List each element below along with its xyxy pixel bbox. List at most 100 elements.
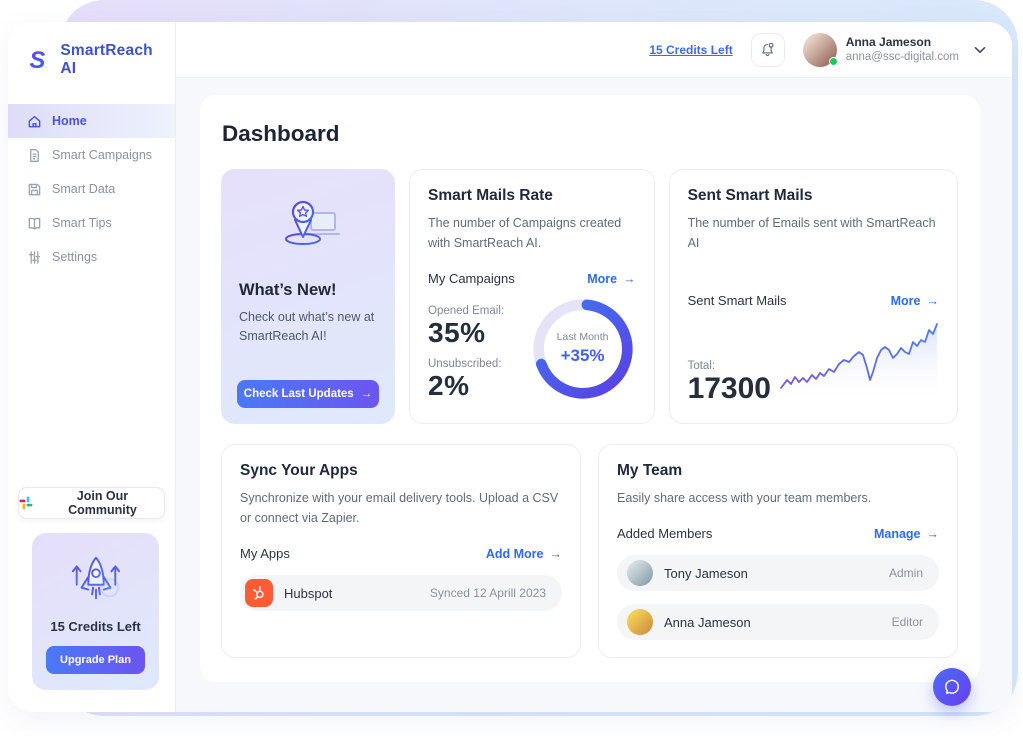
added-members-label: Added Members [617, 526, 713, 541]
member-avatar [627, 609, 653, 635]
sent-mails-more-link[interactable]: More → [891, 294, 939, 308]
chat-fab-button[interactable] [933, 668, 971, 706]
arrow-right-icon: → [926, 526, 940, 541]
app-synced-date: Synced 12 Aprill 2023 [429, 586, 546, 600]
page-title: Dashboard [222, 121, 340, 146]
member-role: Admin [888, 566, 923, 580]
sent-mails-label: Sent Smart Mails [687, 293, 787, 308]
online-status-dot [828, 56, 838, 66]
campaigns-more-link[interactable]: More → [587, 272, 635, 286]
member-row[interactable]: Anna Jameson Editor [617, 604, 939, 640]
my-team-description: Easily share access with your team membe… [617, 491, 872, 505]
brand: S SmartReach AI [8, 22, 175, 104]
add-more-link[interactable]: Add More → [486, 547, 562, 561]
member-name: Anna Jameson [664, 614, 751, 630]
sent-mails-line-chart [780, 323, 938, 406]
sidebar-item-home[interactable]: Home [8, 104, 175, 138]
last-month-donut-chart: Last Month +35% [530, 296, 636, 402]
bell-icon [762, 42, 774, 57]
more-label: More [587, 271, 618, 286]
check-last-updates-button[interactable]: Check Last Updates → [237, 380, 379, 408]
member-role: Editor [891, 615, 923, 629]
rocket-icon [71, 556, 120, 600]
app-window: S SmartReach AI Home Smart Campaigns [8, 22, 1012, 712]
donut-center-value: +35% [560, 346, 605, 366]
topbar: 15 Credits Left Anna Jameson anna@ssc-di… [176, 22, 1012, 78]
dashboard-panel: Dashboard [200, 95, 980, 682]
sync-apps-title: Sync Your Apps [240, 462, 358, 479]
user-avatar [802, 32, 838, 67]
sidebar-item-smart-data[interactable]: Smart Data [8, 172, 175, 206]
sidebar-item-smart-tips[interactable]: Smart Tips [8, 206, 175, 240]
sidebar-spacer [8, 274, 175, 487]
sidebar-item-label: Settings [52, 250, 98, 264]
book-icon [26, 215, 42, 231]
unsubscribed-value: 2% [428, 370, 470, 401]
rate-body: Opened Email: 35% Unsubscribed: 2% [428, 296, 636, 402]
rate-stats: Opened Email: 35% Unsubscribed: 2% [428, 296, 520, 402]
document-icon [26, 147, 42, 163]
arrow-right-icon: → [623, 271, 636, 286]
brand-name: SmartReach AI [60, 42, 153, 77]
user-menu[interactable]: Anna Jameson anna@ssc-digital.com [802, 32, 986, 67]
credits-card: 15 Credits Left Upgrade Plan [32, 533, 159, 690]
total-value: 17300 [687, 372, 771, 405]
cards-row-2: Sync Your Apps Synchronize with your ema… [221, 444, 958, 658]
total-block: Total: 17300 [688, 360, 771, 406]
smart-mails-rate-description: The number of Campaigns created with Sma… [428, 216, 622, 250]
svg-text:S: S [30, 48, 46, 74]
smart-mails-rate-title: Smart Mails Rate [428, 187, 553, 204]
sent-body: Total: 17300 [688, 322, 939, 406]
app-row-hubspot[interactable]: Hubspot Synced 12 Aprill 2023 [240, 575, 562, 611]
member-row[interactable]: Tony Jameson Admin [617, 555, 939, 591]
sidebar-nav: Home Smart Campaigns Smart Data Smart Ti… [8, 104, 175, 274]
chat-bubble-icon [945, 679, 959, 694]
add-more-label: Add More [485, 546, 544, 561]
sync-your-apps-card: Sync Your Apps Synchronize with your ema… [221, 444, 581, 658]
whats-new-card: What’s New! Check out what’s new at Smar… [221, 169, 395, 424]
sent-smart-mails-card: Sent Smart Mails The number of Emails se… [668, 169, 958, 424]
whats-new-title: What’s New! [239, 281, 337, 299]
credits-left-label: 15 Credits Left [50, 619, 141, 634]
app-name: Hubspot [284, 585, 333, 601]
user-email: anna@ssc-digital.com [845, 50, 959, 63]
hubspot-icon [245, 579, 273, 607]
sidebar-item-smart-campaigns[interactable]: Smart Campaigns [8, 138, 175, 172]
sidebar-item-label: Smart Data [52, 182, 116, 196]
member-avatar [627, 560, 653, 586]
upgrade-plan-button[interactable]: Upgrade Plan [46, 646, 145, 674]
sent-smart-mails-title: Sent Smart Mails [687, 187, 813, 204]
sidebar: S SmartReach AI Home Smart Campaigns [8, 22, 176, 712]
my-team-title: My Team [617, 462, 683, 479]
sidebar-item-settings[interactable]: Settings [8, 240, 175, 274]
more-label: More [890, 293, 921, 308]
my-apps-label: My Apps [240, 546, 290, 561]
manage-label: Manage [873, 526, 921, 541]
arrow-right-icon: → [926, 293, 940, 308]
donut-center: Last Month +35% [530, 296, 636, 402]
user-meta: Anna Jameson anna@ssc-digital.com [846, 35, 959, 64]
my-campaigns-row: My Campaigns More → [428, 271, 636, 286]
sent-smart-mails-description: The number of Emails sent with SmartReac… [687, 216, 936, 250]
save-icon [26, 181, 42, 197]
my-apps-row: My Apps Add More → [240, 546, 562, 561]
sent-mails-row: Sent Smart Mails More → [688, 293, 939, 308]
notifications-button[interactable] [750, 32, 785, 67]
manage-link[interactable]: Manage → [874, 527, 939, 541]
my-team-card: My Team Easily share access with your te… [598, 444, 958, 658]
opened-email-label: Opened Email: [428, 305, 505, 317]
total-label: Total: [687, 360, 716, 372]
smartreach-logo-icon: S [30, 48, 46, 74]
join-community-button[interactable]: Join Our Community [18, 487, 165, 519]
whats-new-pin-icon [285, 200, 340, 245]
added-members-row: Added Members Manage → [617, 526, 939, 541]
opened-email-value: 35% [428, 317, 486, 348]
cards-row-1: What’s New! Check out what’s new at Smar… [221, 169, 958, 424]
content-area: Dashboard [176, 78, 1012, 712]
credits-left-link[interactable]: 15 Credits Left [649, 42, 733, 57]
sliders-icon [26, 249, 42, 265]
user-name: Anna Jameson [845, 34, 932, 49]
main-column: 15 Credits Left Anna Jameson anna@ssc-di… [176, 22, 1012, 712]
arrow-right-icon: → [360, 388, 373, 400]
chevron-down-icon[interactable] [974, 46, 986, 54]
